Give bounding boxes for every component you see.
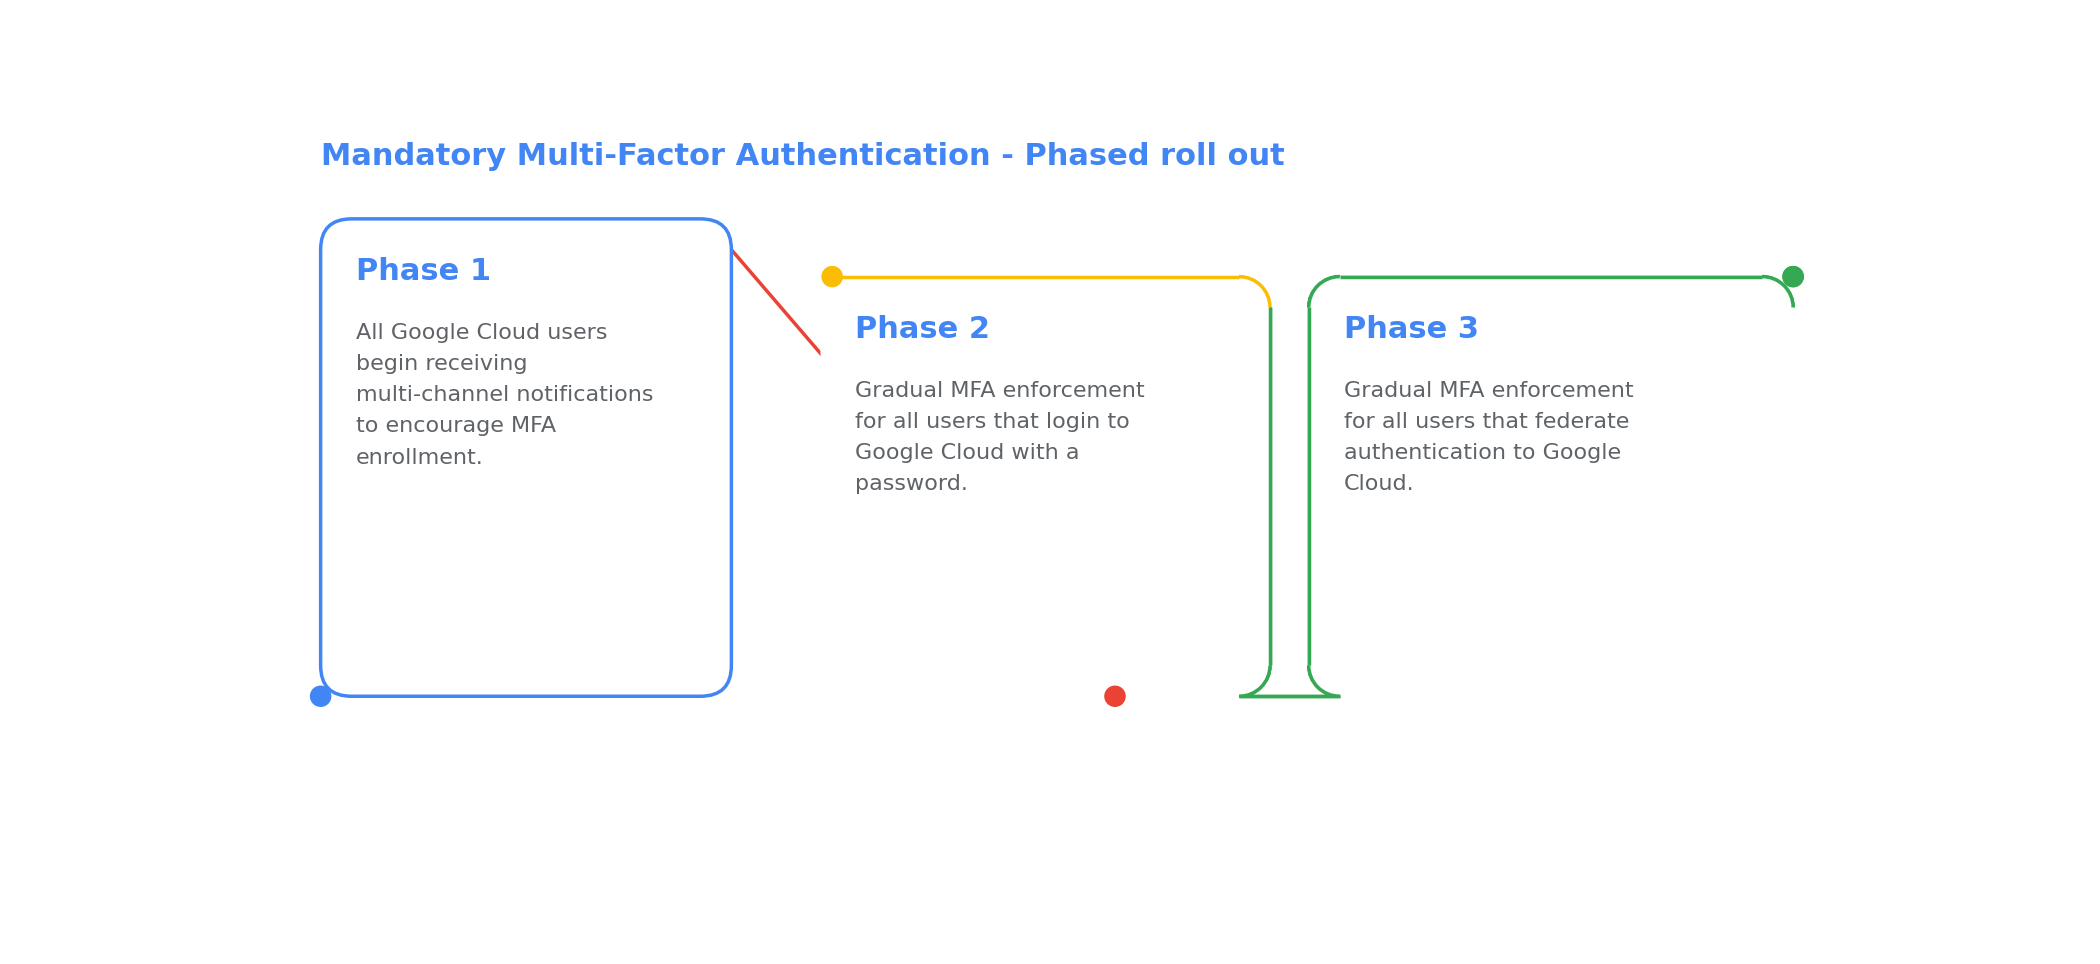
Text: Phase 3: Phase 3 bbox=[1344, 315, 1478, 344]
FancyBboxPatch shape bbox=[321, 219, 731, 696]
Text: Gradual MFA enforcement
for all users that federate
authentication to Google
Clo: Gradual MFA enforcement for all users th… bbox=[1344, 381, 1634, 495]
Circle shape bbox=[821, 267, 842, 286]
FancyBboxPatch shape bbox=[1308, 277, 1793, 696]
Circle shape bbox=[1783, 267, 1804, 286]
Text: Mandatory Multi-Factor Authentication - Phased roll out: Mandatory Multi-Factor Authentication - … bbox=[321, 142, 1285, 171]
Circle shape bbox=[1783, 267, 1804, 286]
Text: Gradual MFA enforcement
for all users that login to
Google Cloud with a
password: Gradual MFA enforcement for all users th… bbox=[855, 381, 1144, 495]
Circle shape bbox=[1105, 686, 1126, 707]
Text: Phase 1: Phase 1 bbox=[355, 257, 491, 286]
Text: All Google Cloud users
begin receiving
multi-channel notifications
to encourage : All Google Cloud users begin receiving m… bbox=[355, 323, 653, 468]
Circle shape bbox=[311, 686, 330, 707]
Text: Phase 2: Phase 2 bbox=[855, 315, 991, 344]
FancyBboxPatch shape bbox=[821, 277, 1270, 696]
